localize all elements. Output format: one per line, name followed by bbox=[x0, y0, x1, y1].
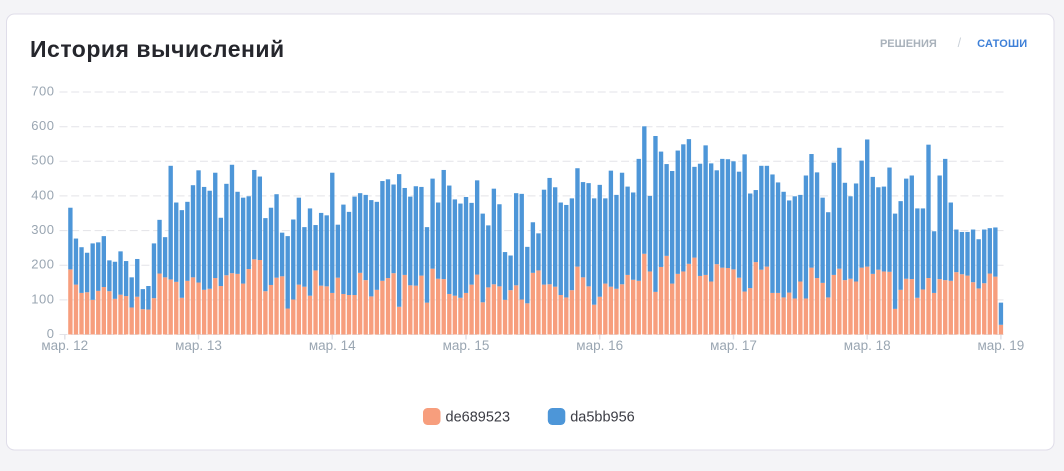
svg-text:мар. 12: мар. 12 bbox=[41, 338, 88, 353]
svg-text:мар. 17: мар. 17 bbox=[710, 338, 757, 353]
svg-text:История вычислений: История вычислений bbox=[30, 36, 285, 62]
svg-text:300: 300 bbox=[31, 222, 54, 237]
svg-text:de689523: de689523 bbox=[446, 410, 511, 426]
svg-text:700: 700 bbox=[31, 83, 54, 98]
svg-text:мар. 18: мар. 18 bbox=[844, 338, 891, 353]
svg-text:РЕШЕНИЯ: РЕШЕНИЯ bbox=[880, 38, 937, 50]
svg-text:мар. 14: мар. 14 bbox=[309, 338, 356, 353]
svg-text:/: / bbox=[958, 36, 962, 50]
svg-text:мар. 13: мар. 13 bbox=[175, 338, 222, 353]
svg-text:мар. 15: мар. 15 bbox=[443, 338, 490, 353]
svg-text:500: 500 bbox=[31, 153, 54, 168]
svg-text:400: 400 bbox=[31, 187, 54, 202]
svg-text:0: 0 bbox=[47, 326, 55, 341]
svg-text:мар. 16: мар. 16 bbox=[576, 338, 623, 353]
svg-text:600: 600 bbox=[31, 118, 54, 133]
svg-text:мар. 19: мар. 19 bbox=[977, 338, 1024, 353]
svg-text:САТОШИ: САТОШИ bbox=[977, 38, 1027, 50]
svg-text:200: 200 bbox=[31, 257, 54, 272]
svg-text:100: 100 bbox=[31, 291, 54, 306]
svg-text:da5bb956: da5bb956 bbox=[570, 410, 635, 426]
